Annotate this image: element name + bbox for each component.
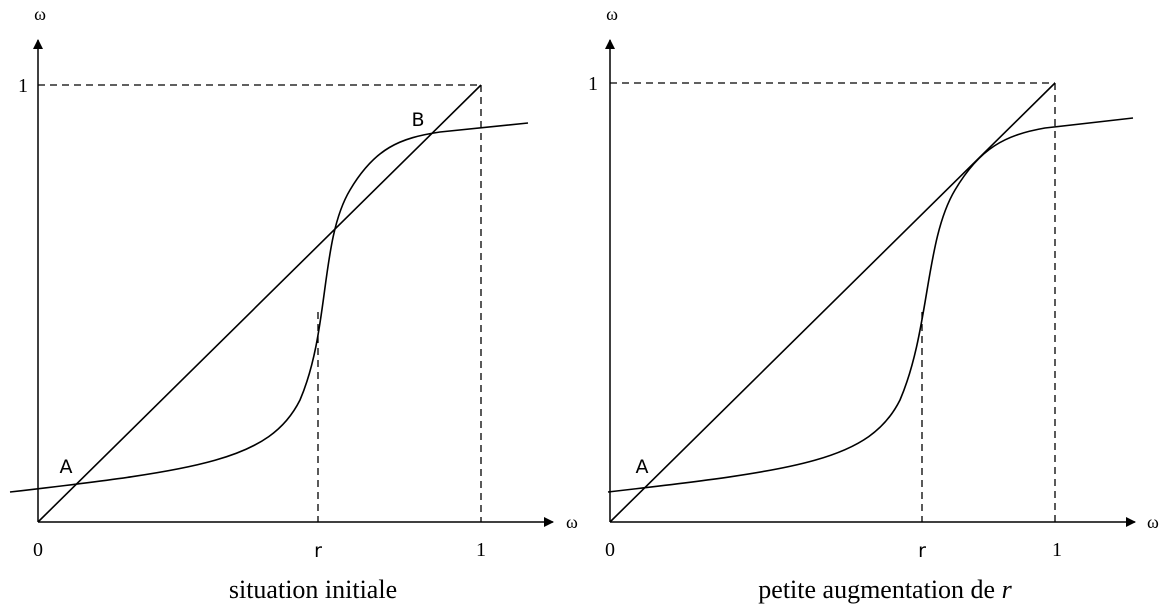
y-one: 1	[18, 75, 28, 97]
point-label: A	[636, 456, 649, 478]
caption-text: petite augmentation de	[758, 575, 1001, 604]
r-label: r	[918, 540, 926, 562]
x-one: 1	[1052, 539, 1062, 561]
caption-variable: r	[1002, 575, 1013, 604]
diagonal	[37, 84, 482, 523]
y-one: 1	[588, 73, 598, 95]
point-label: A	[60, 456, 73, 478]
y-axis-label: ω	[606, 4, 618, 24]
diagonal	[609, 82, 1056, 523]
panel-initial: ω ω 1 1 0 r A B situation initiale	[9, 4, 578, 604]
s-curve	[9, 122, 529, 493]
s-curve	[607, 117, 1134, 493]
point-label: B	[411, 109, 424, 131]
x-axis-label: ω	[566, 512, 578, 532]
caption: petite augmentation de r	[758, 575, 1012, 604]
x-one: 1	[476, 539, 486, 561]
origin: 0	[33, 539, 43, 561]
panel-augmentation: ω ω 1 1 0 r A petite augmentation de r	[588, 4, 1159, 604]
caption: situation initiale	[229, 575, 397, 604]
x-axis-label: ω	[1147, 512, 1159, 532]
r-label: r	[314, 540, 322, 562]
y-axis-label: ω	[34, 4, 46, 24]
origin: 0	[605, 539, 615, 561]
